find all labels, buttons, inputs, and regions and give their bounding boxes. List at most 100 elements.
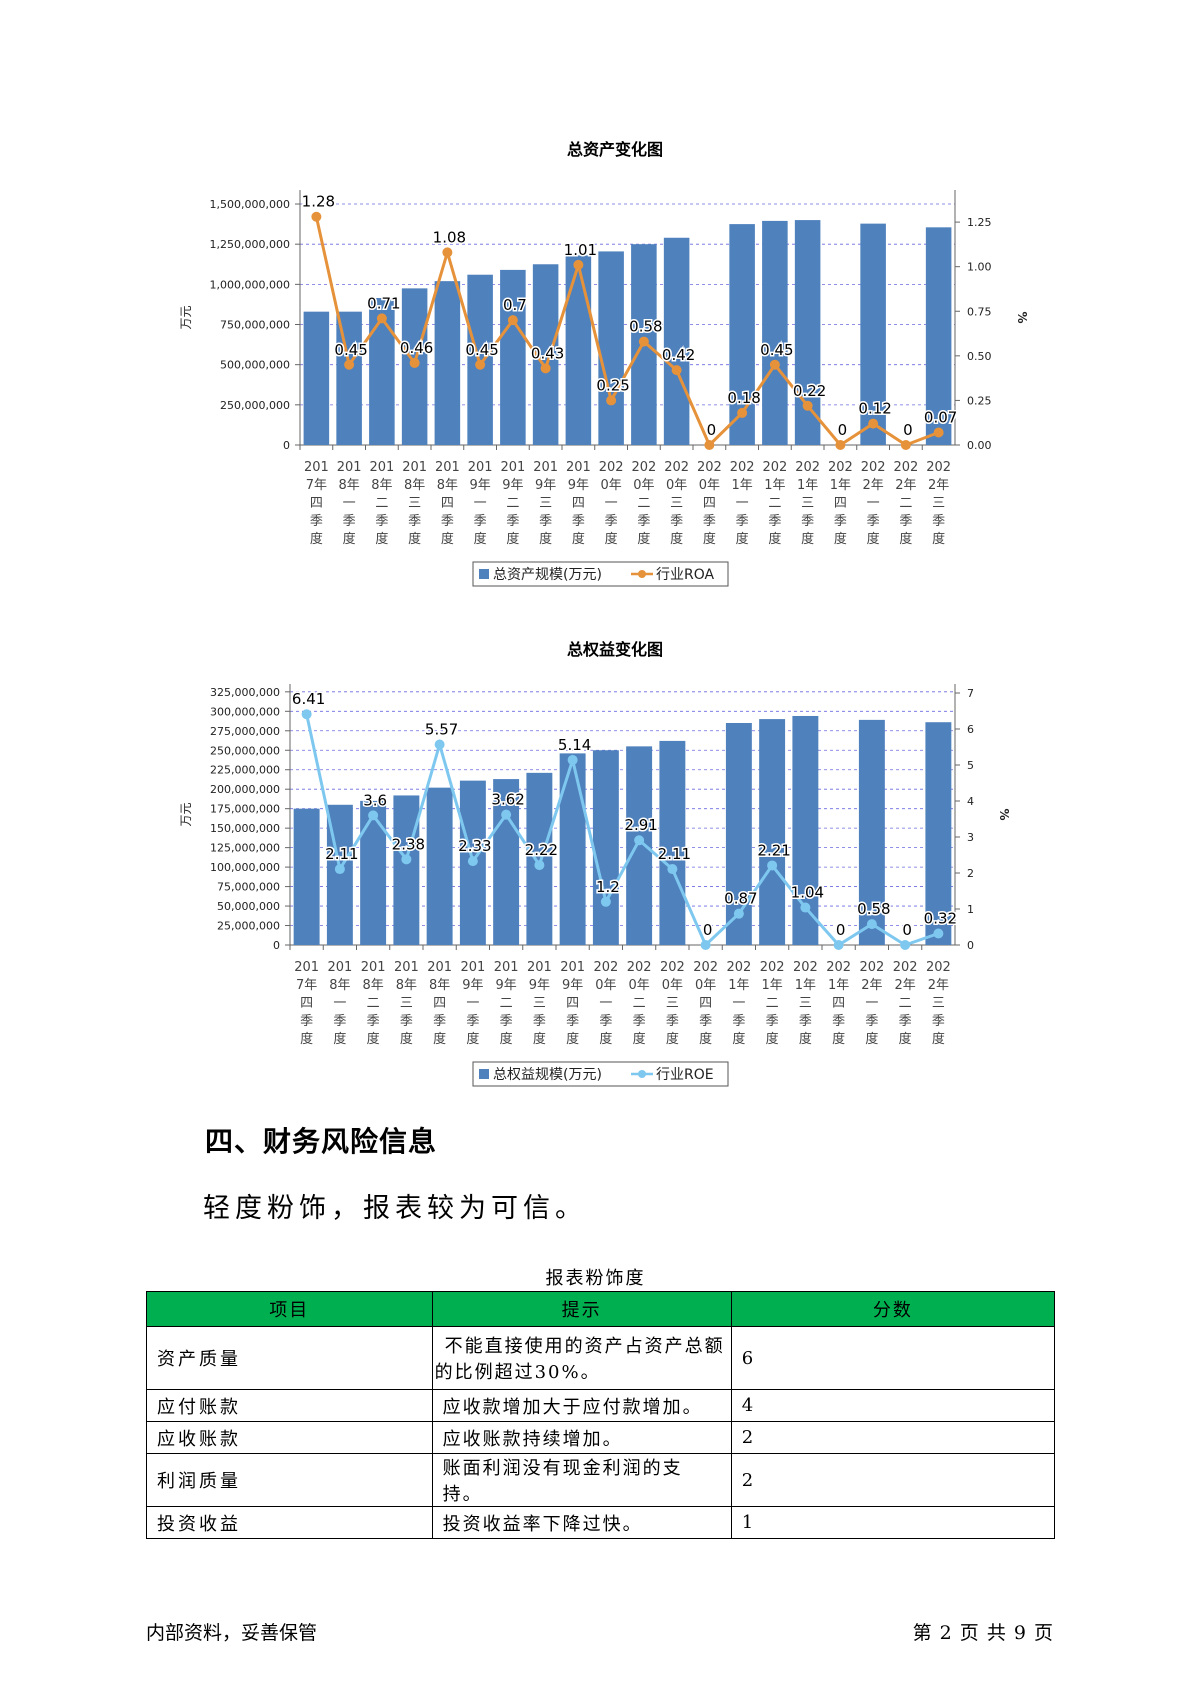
x-tick-label: 202 1年二季度 [762, 460, 787, 547]
legend-bar-label: 总权益规模(万元) [493, 1067, 602, 1083]
x-tick-label-line: 2年 [862, 478, 883, 493]
data-label: 1.08 [433, 228, 466, 246]
line-point [475, 359, 486, 370]
x-tick-label-line: 度 [633, 1031, 646, 1047]
x-tick-label-line: 度 [533, 1031, 546, 1047]
x-tick-label: 202 0年三季度 [660, 960, 685, 1047]
total-assets-chart-svg: 总资产变化图 0 250,000,000 500,000,000 750,000,000… [179, 140, 1029, 587]
data-label: 0.12 [858, 400, 891, 418]
data-label: 2.11 [325, 845, 358, 863]
chart-title: 总权益变化图 [567, 640, 663, 659]
x-tick-label-line: 一 [466, 996, 479, 1011]
x-tick-label-line: 二 [899, 996, 912, 1011]
y2-tick-label: 4 [967, 795, 974, 808]
x-tick-label-line: 9年 [529, 978, 550, 993]
data-label: 0.25 [596, 376, 629, 394]
data-label: 0.45 [465, 341, 498, 359]
x-tick-label-line: 季 [367, 1014, 380, 1029]
x-tick-label-line: 季 [832, 1014, 845, 1029]
x-tick-label-line: 季 [801, 514, 814, 529]
x-tick-label-line: 三 [408, 496, 421, 511]
x-tick-label-line: 0年 [633, 478, 654, 493]
total-assets-chart: 总资产变化图 0 250,000,000 500,000,000 750,000,000… [0, 130, 1191, 600]
data-label: 5.57 [425, 720, 458, 738]
x-tick-label-line: 201 [327, 960, 352, 975]
x-tick-label-line: 一 [605, 496, 618, 511]
row-hint: 投资收益率下降过快。 [431, 1506, 732, 1539]
line-point [933, 427, 944, 438]
data-label: 1.04 [791, 884, 824, 902]
x-tick-label-line: 季 [766, 1014, 779, 1029]
x-tick-label-line: 季 [310, 514, 323, 529]
x-tick-label: 202 2年一季度 [861, 460, 886, 547]
x-tick-label-line: 9年 [562, 978, 583, 993]
y2-tick-label: 1.00 [967, 261, 992, 274]
line-point [467, 856, 478, 867]
data-label: 2.33 [458, 837, 491, 855]
x-tick-label-line: 202 [660, 960, 685, 975]
data-label: 0 [902, 921, 912, 939]
x-tick-label-line: 度 [899, 1031, 912, 1047]
x-tick-label-line: 季 [666, 1014, 679, 1029]
x-tick-label-line: 9年 [469, 478, 490, 493]
x-tick-label-line: 2年 [861, 978, 882, 993]
x-tick-label-line: 季 [500, 1014, 513, 1029]
x-tick-label: 201 8年二季度 [361, 960, 386, 1047]
x-tick-label-line: 季 [932, 514, 945, 529]
line-point [833, 940, 844, 950]
x-tick-label-line: 度 [666, 1031, 679, 1047]
bar [598, 251, 624, 445]
x-tick-label-line: 季 [566, 1014, 579, 1029]
y-tick-label: 325,000,000 [210, 686, 280, 699]
y-tick-label: 125,000,000 [210, 842, 280, 855]
table-row: 应收账款 应收账款持续增加。 2 [146, 1421, 1056, 1454]
x-tick-label-line: 8年 [429, 978, 450, 993]
line-point [671, 365, 682, 376]
x-tick-label-line: 度 [300, 1031, 313, 1047]
x-tick-label-line: 1年 [795, 978, 816, 993]
x-tick-label: 202 0年三季度 [664, 460, 689, 547]
x-tick-label-line: 二 [633, 996, 646, 1011]
line-point [868, 418, 879, 429]
legend-line-label: 行业ROA [656, 567, 715, 583]
line-series [314, 216, 940, 448]
footer-confidential-note: 内部资料，妥善保管 [146, 1622, 318, 1644]
bar [360, 800, 387, 945]
x-tick-label-line: 201 [427, 960, 452, 975]
x-tick-label-line: 季 [400, 1014, 413, 1029]
data-label: 2.11 [658, 845, 691, 863]
x-tick-label-line: 度 [736, 531, 749, 547]
x-tick-label-line: 8年 [437, 478, 458, 493]
x-tick-label-line: 二 [637, 496, 650, 511]
bar [762, 220, 788, 445]
data-label: 3.62 [491, 791, 524, 809]
y2-tick-label: 0 [967, 939, 974, 952]
x-tick-label-line: 三 [400, 996, 413, 1011]
data-label: 3.6 [363, 791, 387, 809]
x-tick-label-line: 季 [375, 514, 388, 529]
x-tick-label-line: 季 [633, 1014, 646, 1029]
x-tick-label-line: 8年 [404, 478, 425, 493]
x-tick-label-line: 8年 [396, 978, 417, 993]
x-tick-label-line: 2年 [894, 978, 915, 993]
x-tick-label-line: 度 [441, 531, 454, 547]
x-tick-label-line: 0年 [662, 978, 683, 993]
line-point [600, 896, 611, 907]
x-tick-label-line: 季 [300, 1014, 313, 1029]
x-tick-label-line: 7年 [296, 978, 317, 993]
line-point [311, 211, 322, 222]
legend-bar-label: 总资产规模(万元) [493, 567, 602, 583]
y2-tick-label: 6 [967, 723, 974, 736]
x-tick-label: 202 1年一季度 [726, 960, 751, 1047]
x-tick-label-line: 度 [500, 1031, 513, 1047]
x-tick-label-line: 度 [865, 1031, 878, 1047]
y2-tick-label: 1 [967, 903, 974, 916]
section-heading: 四、财务风险信息 [205, 1125, 438, 1158]
x-tick-label-line: 季 [637, 514, 650, 529]
x-tick-label-line: 季 [533, 1014, 546, 1029]
window-dressing-table: 项目 提示 分数 资产质量 不能直接使用的资产占资产总额 的比例超过30%。 6… [146, 1291, 1056, 1539]
x-tick-label: 201 9年二季度 [500, 460, 525, 547]
section-body-text: 轻度粉饰，报表较为可信。 [203, 1193, 587, 1224]
x-tick-label-line: 一 [736, 496, 749, 511]
x-tick-label-line: 二 [766, 996, 779, 1011]
